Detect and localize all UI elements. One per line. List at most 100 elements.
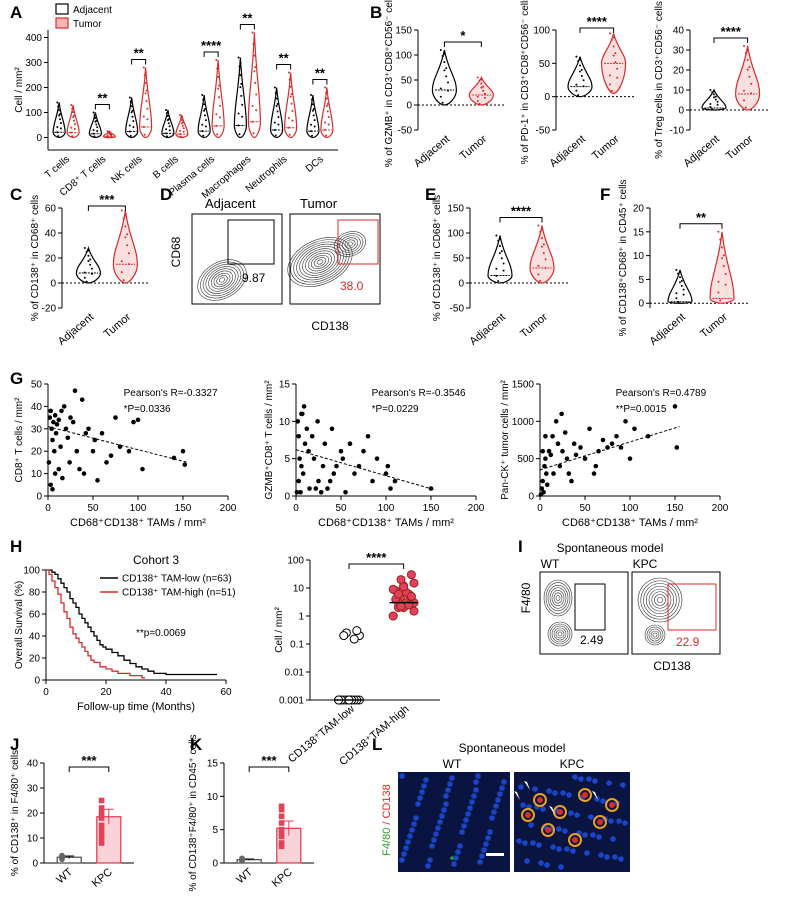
J-point [98,825,105,831]
K-sig-bar [248,766,290,772]
A-tumor-point [180,115,183,118]
A-sig-label: ** [315,66,326,81]
B3-adjacent-point [714,95,717,98]
B3-y-axis-label: % of Treg cells in CD3⁺CD56⁻ cells [654,1,665,159]
G2-point [309,433,315,439]
panel-label-J: J [10,735,19,754]
A-x-tick-label: DCs [304,154,326,175]
C-adjacent-point [83,271,86,274]
A-x-tick-label: T cells [43,154,72,181]
nucleus [560,790,566,796]
micro-L-ylabel-f480: F4/80 [381,828,393,856]
G3-x-tick-label: 0 [537,503,543,514]
G3-point [544,471,549,476]
contour-ring [302,248,338,276]
G2-point [322,441,328,447]
B1-y-tick-label: -50 [398,126,413,137]
A-adjacent-point [56,131,59,134]
A-adjacent-point [237,112,240,115]
A-adjacent-point [166,110,169,113]
flow-I-left-frame [539,571,629,655]
A-tumor-point [291,109,294,112]
A-tumor-point [327,123,330,126]
cd138-f480-cell [541,823,555,837]
G1-point [113,415,118,420]
nucleus [417,795,423,801]
A-tumor-point [217,64,220,67]
B3-y-tick-label: 40 [673,26,685,37]
H2-y-axis-label: Cell / mm² [274,607,285,653]
nucleus [475,773,481,779]
G1-y-tick-label: 40 [31,402,43,413]
A-adjacent-point [165,109,168,111]
B2-tumor-point [612,45,615,48]
A-tumor-point [215,113,218,116]
A-tumor-point [146,118,149,121]
A-tumor-point [324,86,327,89]
G1-point [52,413,58,418]
G2-point [299,463,304,469]
G3-point [582,456,588,461]
J-point [98,812,105,819]
A-tumor-point [254,66,257,69]
C-y-tick-label: 60 [45,204,57,215]
K-point [278,826,285,833]
J-x-tick-label: KPC [90,866,115,890]
G1-point [52,448,57,454]
G2-point [385,463,391,469]
flow-D-right-gate [337,219,379,265]
G3-x-tick-label: 150 [667,503,684,514]
B1-adjacent-point [443,52,446,55]
E-tumor-violin [529,225,555,284]
K-y-tick-label: 5 [212,825,218,836]
C-tumor-point [122,217,125,220]
nucleus [431,837,437,843]
arrowhead-marker [592,791,598,800]
G2-x-axis-label: CD68⁺CD138⁺ TAMs / mm² [318,517,454,529]
G3-x-tick-label: 50 [579,503,591,514]
nucleus [465,811,471,817]
contour-ring [216,275,228,285]
G1-point [67,460,72,465]
H2-point [409,606,419,616]
G1-x-axis-label: CD68⁺CD138⁺ TAMs / mm² [70,517,206,529]
G1-point [63,426,69,432]
B1-x-tick-label: Tumor [458,133,490,163]
cd138-f480-cell [533,793,547,807]
contour-ring [296,243,344,281]
E-tumor-point [539,279,542,282]
nucleus [536,842,542,848]
A-adjacent-point [128,130,131,133]
nucleus [618,856,624,862]
A-adjacent-point [274,134,277,137]
B1-adjacent-point [439,87,442,90]
G2-point [383,471,389,476]
contour-ring [637,577,683,623]
nucleus [443,801,449,807]
A-tumor-point [289,95,292,98]
B3-tumor-point [748,66,751,69]
nucleus [441,807,447,813]
K-y-tick-label: 10 [207,792,219,803]
micro-L-ylabel-cd138: / CD138 [381,784,393,827]
nucleus [596,834,602,840]
nucleus [556,826,562,832]
A-tumor-point [73,128,76,131]
J-point [98,805,105,811]
A-sig-bar [131,59,147,65]
B2-tumor-point [614,52,617,55]
E-tumor-point [541,245,543,248]
A-y-tick-label: 300 [25,58,42,69]
G3-x-tick-label: 200 [712,503,729,514]
G2-point [331,471,337,476]
A-x-tick-label: B cells [151,154,181,181]
G1-point [48,482,53,488]
G1-point [95,478,100,483]
B2-y-tick-label: 100 [533,26,550,37]
E-tumor-point [542,243,545,246]
nucleus [550,844,556,850]
A-tumor-point [217,76,220,79]
contour-ring [646,626,664,644]
A-tumor-point [287,117,290,119]
